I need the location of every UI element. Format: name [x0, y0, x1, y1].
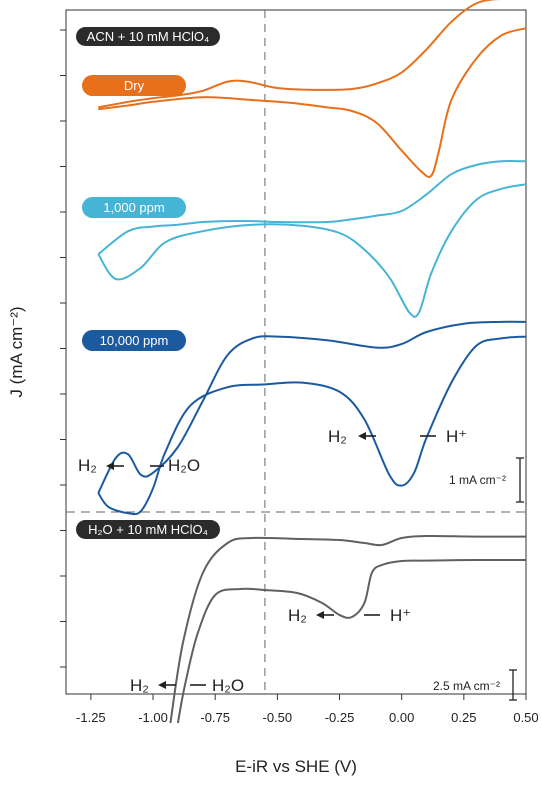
- annotation-p1-h2-h2o: H₂ H₂O: [78, 456, 200, 475]
- dry-pill-text: Dry: [124, 78, 145, 93]
- scale-bar-panel2-label: 2.5 mA cm⁻²: [433, 679, 500, 693]
- acn-legend-pill: ACN + 10 mM HClO₄: [76, 27, 220, 46]
- ann-p2a-right: H⁺: [390, 606, 411, 625]
- h2o-legend-pill: H₂O + 10 mM HClO₄: [76, 520, 220, 539]
- series-line-reverse: [98, 27, 527, 178]
- ann-p1b-left: H₂: [78, 456, 97, 475]
- ppm10000-pill: 10,000 ppm: [82, 330, 186, 351]
- series-line-reverse: [97, 183, 527, 318]
- ppm1000-pill-text: 1,000 ppm: [103, 200, 164, 215]
- scale-bar-panel2: 2.5 mA cm⁻²: [433, 669, 517, 701]
- series-line-forward: [97, 320, 527, 494]
- ann-p2b-left: H₂: [130, 676, 149, 695]
- x-tick-label: -0.25: [325, 710, 355, 725]
- x-tick-label: 0.00: [389, 710, 414, 725]
- annotation-p1-h2-hplus: H₂ H⁺: [328, 427, 467, 446]
- annotation-p2-h2-h2o: H₂ H₂O: [130, 676, 244, 695]
- series-line-reverse: [97, 335, 527, 516]
- x-tick-label: -0.75: [200, 710, 230, 725]
- annotation-p2-h2-hplus: H₂ H⁺: [288, 606, 411, 625]
- ann-p1b-right: H₂O: [168, 456, 200, 475]
- series-line-forward: [97, 160, 527, 255]
- ann-p2b-right: H₂O: [212, 676, 244, 695]
- y-axis-title: J (mA cm⁻²): [7, 306, 26, 397]
- acn-legend-text: ACN + 10 mM HClO₄: [87, 29, 210, 44]
- x-tick-label: -1.00: [138, 710, 168, 725]
- h2o-legend-text: H₂O + 10 mM HClO₄: [88, 522, 208, 537]
- scale-bar-panel1-label: 1 mA cm⁻²: [449, 473, 506, 487]
- x-tick-label: -0.50: [263, 710, 293, 725]
- x-tick-label: 0.50: [513, 710, 538, 725]
- plot-frame: [65, 9, 527, 695]
- x-axis-title: E-iR vs SHE (V): [235, 757, 357, 776]
- x-tick-label: -1.25: [76, 710, 106, 725]
- ann-p2a-left: H₂: [288, 606, 307, 625]
- x-tick-label: 0.25: [451, 710, 476, 725]
- scale-bar-panel1: 1 mA cm⁻²: [449, 457, 524, 503]
- dry-pill: Dry: [82, 75, 186, 96]
- ppm1000-pill: 1,000 ppm: [82, 197, 186, 218]
- ppm10000-pill-text: 10,000 ppm: [100, 333, 169, 348]
- series-line-reverse: [176, 558, 527, 724]
- ann-p1a-left: H₂: [328, 427, 347, 446]
- series-line-forward: [98, 0, 499, 109]
- series-line-forward: [169, 534, 527, 724]
- ann-p1a-right: H⁺: [446, 427, 467, 446]
